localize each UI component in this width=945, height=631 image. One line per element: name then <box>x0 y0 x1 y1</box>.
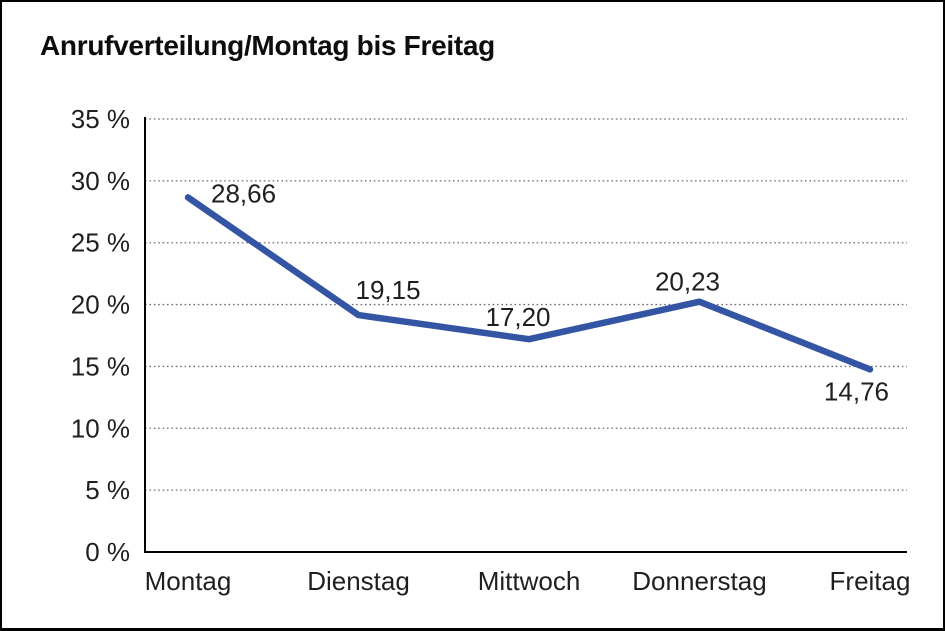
x-axis-label: Freitag <box>830 566 911 596</box>
data-point-label: 20,23 <box>655 267 720 297</box>
y-tick-label: 10 % <box>71 413 130 443</box>
data-point-label: 28,66 <box>211 178 276 208</box>
y-tick-label: 5 % <box>85 475 130 505</box>
data-point-label: 19,15 <box>356 275 421 305</box>
data-point-label: 17,20 <box>485 302 550 332</box>
data-point-label: 14,76 <box>824 376 889 406</box>
data-line <box>184 194 874 373</box>
y-tick-label: 15 % <box>71 351 130 381</box>
y-tick-label: 30 % <box>71 166 130 196</box>
x-axis-label: Mittwoch <box>478 566 581 596</box>
y-tick-label: 25 % <box>71 228 130 258</box>
chart-title: Anrufverteilung/Montag bis Freitag <box>40 30 495 61</box>
x-axis-label: Dienstag <box>307 566 410 596</box>
x-axis-label: Donnerstag <box>632 566 766 596</box>
x-axis-label: Montag <box>145 566 232 596</box>
y-tick-label: 0 % <box>85 537 130 567</box>
y-tick-label: 35 % <box>71 104 130 134</box>
y-tick-label: 20 % <box>71 290 130 320</box>
